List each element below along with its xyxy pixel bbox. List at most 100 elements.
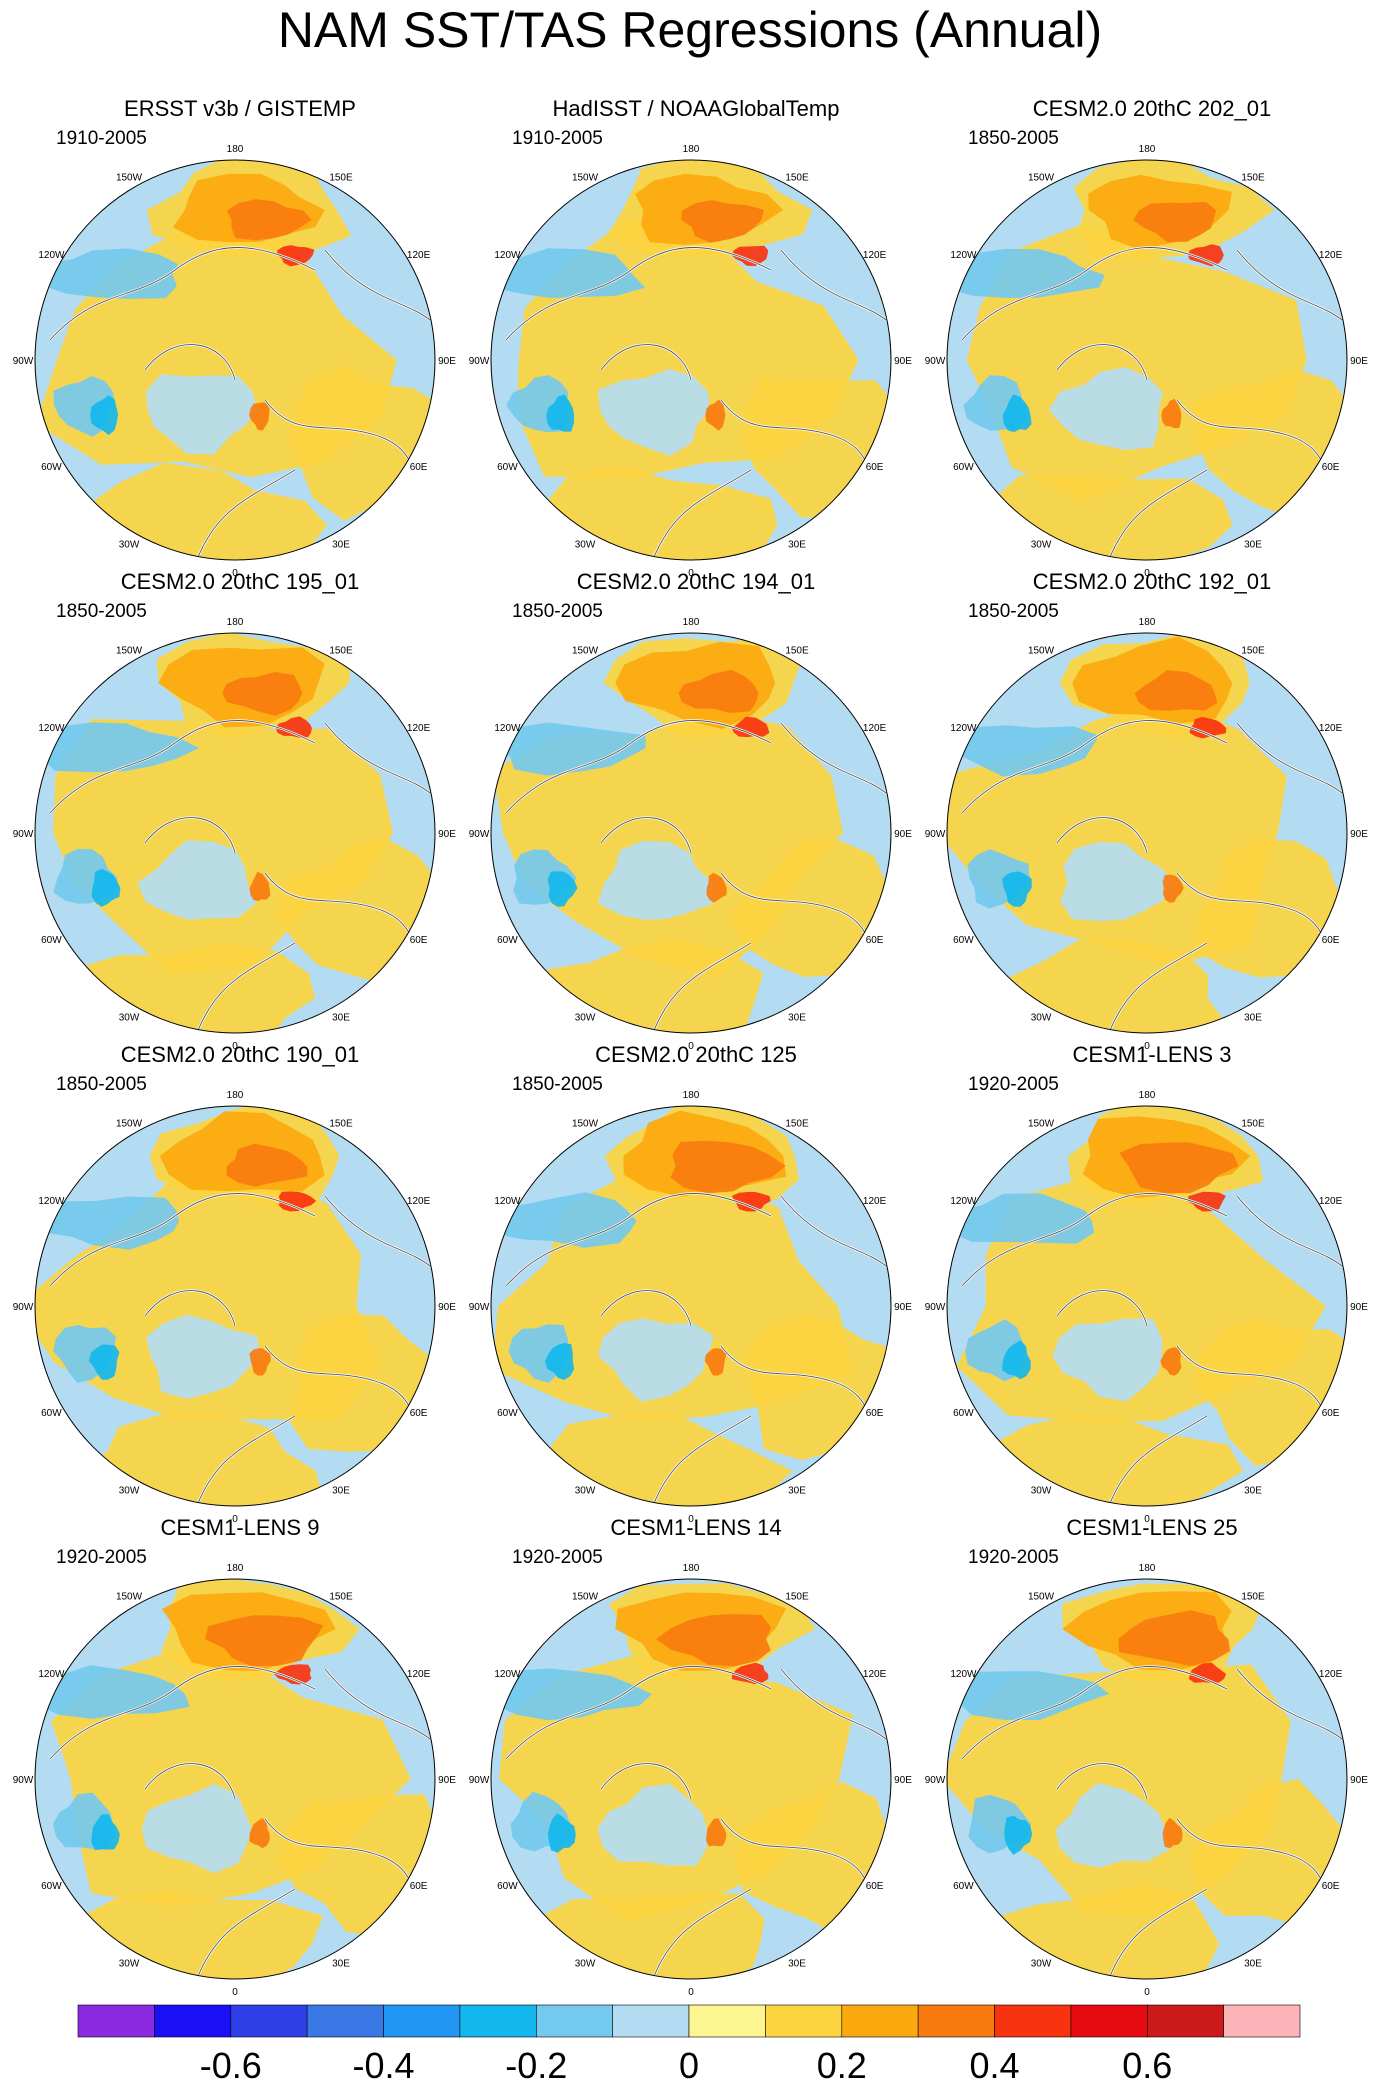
map-panel: CESM1-LENS 9 1920-2005 180 150E 120E 90E 60E 30… <box>13 1514 460 1998</box>
coastline <box>961 1193 1228 1287</box>
longitude-label: 120W <box>950 1196 977 1207</box>
anomaly-region <box>141 1784 252 1874</box>
longitude-label: 180 <box>1139 617 1156 628</box>
longitude-label: 180 <box>683 617 700 628</box>
map-field <box>35 1579 435 1979</box>
coastline <box>1106 469 1208 560</box>
anomaly-region <box>731 1662 769 1685</box>
longitude-label: 150E <box>1241 172 1265 183</box>
longitude-label: 150W <box>572 1118 599 1129</box>
longitude-label: 120W <box>38 1196 65 1207</box>
anomaly-region <box>146 374 258 455</box>
longitude-label: 60W <box>953 1408 974 1419</box>
coastline <box>650 1888 752 1979</box>
polar-map: 180 150E 120E 90E 60E 30E 0 30W 60W 90W 120W 150W <box>469 1563 913 1998</box>
longitude-label: 180 <box>1139 1090 1156 1101</box>
colorbar-swatch <box>535 2004 613 2038</box>
anomaly-region <box>287 1314 435 1452</box>
longitude-label: 30W <box>575 1013 596 1024</box>
panel-title: CESM2.0 20thC 194_01 <box>576 569 816 594</box>
map-panel: CESM2.0 20thC 202_01 1850-2005 180 150E 120E… <box>925 95 1372 579</box>
coastline <box>1106 1888 1208 1979</box>
longitude-label: 120E <box>407 1196 431 1207</box>
longitude-label: 30E <box>332 1486 350 1497</box>
anomaly-region <box>1060 841 1178 921</box>
longitude-label: 150W <box>116 1591 143 1602</box>
coastline <box>600 344 692 381</box>
coastline <box>324 249 431 321</box>
map-field <box>35 160 435 560</box>
longitude-label: 120W <box>494 1196 521 1207</box>
longitude-label: 120E <box>1319 1196 1343 1207</box>
colorbar-swatch <box>1223 2004 1301 2038</box>
anomaly-region <box>546 394 575 432</box>
longitude-label: 90E <box>894 1775 912 1786</box>
anomaly-region <box>91 1814 120 1851</box>
panel-period: 1920-2005 <box>968 1074 1059 1095</box>
longitude-label: 90E <box>1350 356 1368 367</box>
polar-map: 180 150E 120E 90E 60E 30E 0 30W 60W 90W 120W 150W <box>925 617 1369 1052</box>
colorbar-swatch <box>459 2004 537 2038</box>
polar-map: 180 150E 120E 90E 60E 30E 0 30W 60W 90W 120W 150W <box>13 1090 457 1525</box>
longitude-label: 180 <box>227 617 244 628</box>
longitude-label: 90W <box>13 1302 34 1313</box>
anomaly-region <box>1002 394 1032 433</box>
longitude-label: 0 <box>232 1041 238 1052</box>
coastline <box>194 942 296 1033</box>
panel-title: CESM1-LENS 9 <box>160 1515 320 1540</box>
coastline <box>144 344 236 381</box>
coastline <box>961 1666 1228 1760</box>
longitude-label: 60W <box>41 462 62 473</box>
anomaly-region <box>1134 670 1218 711</box>
longitude-label: 30W <box>119 1959 140 1970</box>
coastline <box>49 720 316 814</box>
anomaly-region <box>1188 1662 1227 1683</box>
map-field <box>491 633 891 1033</box>
longitude-label: 180 <box>683 1090 700 1101</box>
anomaly-region <box>41 722 200 773</box>
anomaly-region <box>1002 871 1032 907</box>
longitude-label: 30W <box>119 1486 140 1497</box>
anomaly-region <box>597 369 710 456</box>
longitude-label: 30W <box>1031 1486 1052 1497</box>
map-boundary <box>490 632 892 1034</box>
panel-title: CESM1-LENS 14 <box>610 1515 782 1540</box>
colorbar-swatch <box>688 2004 766 2038</box>
panel-title: CESM2.0 20thC 125 <box>595 1042 797 1067</box>
map-field <box>947 633 1347 1033</box>
longitude-label: 60E <box>866 935 884 946</box>
anomaly-region <box>1048 367 1163 450</box>
map-field <box>491 1106 891 1506</box>
map-panel: CESM2.0 20thC 125 1850-2005 180 150E 120E 90E… <box>469 1041 916 1525</box>
anomaly-region <box>71 1890 324 1979</box>
polar-map: 180 150E 120E 90E 60E 30E 0 30W 60W 90W 120W 150W <box>925 1563 1369 1998</box>
longitude-label: 30E <box>1244 1486 1262 1497</box>
coastline <box>780 722 887 794</box>
longitude-label: 60W <box>497 1408 518 1419</box>
anomaly-region <box>1119 1142 1239 1194</box>
longitude-label: 60W <box>41 935 62 946</box>
map-panel: CESM1-LENS 25 1920-2005 180 150E 120E 90E 60E 3… <box>925 1514 1372 1998</box>
longitude-label: 150E <box>329 1591 353 1602</box>
longitude-label: 90W <box>469 356 490 367</box>
anomaly-region <box>222 672 303 716</box>
map-field <box>947 160 1347 560</box>
map-panel: HadISST / NOAAGlobalTemp 1910-2005 180 150E… <box>469 95 916 579</box>
colorbar-swatch <box>841 2004 919 2038</box>
longitude-label: 150E <box>785 1591 809 1602</box>
map-boundary <box>946 1578 1348 1980</box>
map-boundary <box>34 1105 436 1507</box>
coastline <box>144 1290 236 1327</box>
longitude-label: 120E <box>863 1669 887 1680</box>
longitude-label: 30E <box>788 540 806 551</box>
anomaly-region <box>597 1783 708 1866</box>
longitude-label: 30W <box>1031 540 1052 551</box>
longitude-label: 120E <box>863 250 887 261</box>
longitude-label: 90W <box>13 1775 34 1786</box>
longitude-label: 120W <box>38 723 65 734</box>
map-boundary <box>34 632 436 1034</box>
polar-map: 180 150E 120E 90E 60E 30E 0 30W 60W 90W 120W 150W <box>13 617 457 1052</box>
colorbar-swatch <box>1070 2004 1148 2038</box>
anomaly-region <box>1162 874 1184 903</box>
longitude-label: 60W <box>497 462 518 473</box>
